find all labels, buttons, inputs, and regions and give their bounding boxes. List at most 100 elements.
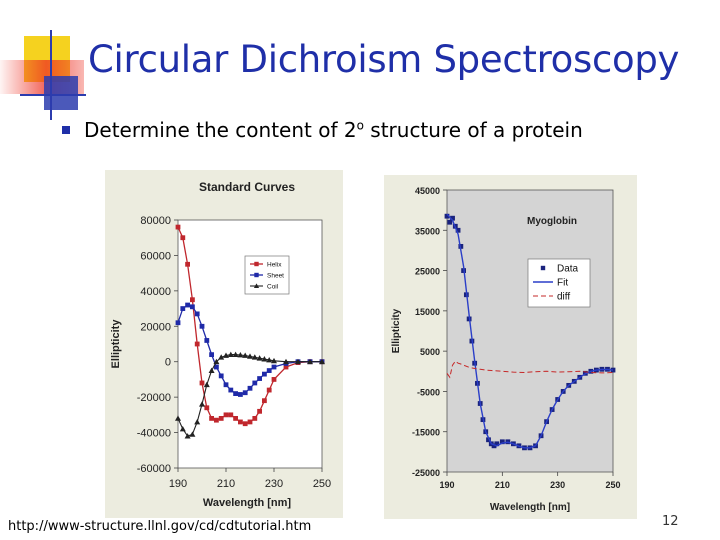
data-point-helix — [185, 261, 190, 267]
data-point-sheet — [175, 320, 181, 326]
data-point-helix — [223, 412, 229, 418]
data-point-helix — [199, 380, 205, 386]
data-point-coil — [283, 358, 289, 365]
plot-area — [446, 189, 614, 473]
y-tick-label: 5000 — [420, 347, 440, 357]
data-point-sheet — [266, 368, 272, 373]
data-point-coil — [189, 431, 196, 437]
deco-vertical-line — [50, 30, 52, 120]
x-axis-label: Wavelength [nm] — [490, 502, 570, 513]
data-point-helix — [238, 419, 243, 425]
data-point-sheet — [242, 390, 248, 396]
data-point-helix — [283, 364, 289, 370]
data-point-helix — [218, 416, 224, 421]
data-point-coil — [227, 351, 234, 358]
data-point-helix — [233, 416, 238, 421]
data-point-helix — [252, 416, 258, 421]
data-point-helix — [209, 416, 214, 421]
data-point-coil — [237, 351, 244, 358]
y-tick-label: 80000 — [140, 215, 171, 227]
data-point-coil — [251, 354, 258, 360]
standard-curves-chart: Standard Curves Wavelength [nm] Elliptic… — [105, 170, 343, 518]
x-tick-label: 190 — [169, 478, 187, 490]
legend-entry: diff — [557, 292, 570, 303]
data-point-sheet — [233, 391, 238, 396]
page-number: 12 — [662, 514, 679, 529]
data-point-coil — [179, 426, 186, 432]
y-tick-label: 15000 — [415, 307, 440, 317]
data-point-sheet — [262, 371, 267, 377]
bullet-item: Determine the content of 2o structure of… — [62, 118, 583, 142]
data-point-coil — [175, 415, 181, 421]
legend-swatch-marker — [253, 283, 260, 288]
x-tick-label: 230 — [265, 478, 283, 490]
data-point-coil — [271, 357, 277, 364]
data-point-data — [494, 441, 500, 447]
legend-entry: Data — [557, 264, 579, 275]
x-axis-label: Wavelength [nm] — [203, 497, 292, 509]
data-point-helix — [242, 421, 248, 427]
data-point-coil — [242, 352, 249, 358]
data-point-coil — [307, 358, 313, 365]
data-point-sheet — [271, 364, 277, 370]
legend-swatch-marker — [254, 272, 259, 278]
data-point-data — [450, 215, 455, 221]
y-tick-label: 45000 — [415, 186, 440, 196]
data-point-helix — [214, 417, 219, 423]
deco-horizontal-line — [20, 94, 86, 96]
myoglobin-chart: Myoglobin Wavelength [nm] Ellipticity 45… — [384, 175, 637, 519]
deco-blue-square — [44, 76, 78, 110]
y-tick-label: -25000 — [412, 468, 440, 478]
y-tick-label: 35000 — [415, 226, 440, 236]
data-point-coil — [218, 354, 225, 360]
y-tick-label: 40000 — [140, 286, 171, 298]
bullet-text: Determine the content of 2o structure of… — [84, 118, 583, 142]
data-point-coil — [223, 352, 229, 358]
data-point-coil — [266, 356, 273, 363]
data-point-data — [499, 439, 505, 445]
data-point-helix — [204, 405, 210, 411]
x-tick-label: 190 — [439, 480, 454, 490]
data-point-sheet — [199, 323, 205, 329]
data-point-coil — [261, 356, 268, 362]
data-point-sheet — [214, 364, 219, 370]
data-point-coil — [199, 401, 205, 407]
data-point-sheet — [180, 306, 186, 311]
data-point-helix — [180, 235, 186, 241]
chart-title: Myoglobin — [527, 216, 577, 227]
data-point-data — [486, 437, 491, 443]
data-point-helix — [257, 408, 262, 414]
data-point-data — [491, 443, 497, 449]
x-tick-label: 210 — [217, 478, 235, 490]
data-point-helix — [228, 412, 234, 418]
x-tick-label: 210 — [495, 480, 510, 490]
y-tick-label: 60000 — [140, 250, 171, 262]
data-point-data — [444, 213, 450, 219]
data-point-data — [455, 227, 461, 233]
data-point-coil — [213, 358, 220, 365]
series-line-diff — [446, 360, 614, 379]
x-tick-label: 250 — [605, 480, 620, 490]
data-point-coil — [184, 433, 191, 439]
y-tick-label: -5000 — [417, 387, 440, 397]
data-point-helix — [190, 297, 195, 303]
data-point-coil — [232, 351, 239, 358]
data-point-coil — [194, 418, 201, 425]
y-tick-label: 25000 — [415, 267, 440, 277]
y-tick-label: -20000 — [137, 392, 171, 404]
chart-title: Standard Curves — [199, 180, 295, 194]
data-point-helix — [175, 224, 181, 230]
data-point-sheet — [223, 382, 229, 388]
legend-box — [527, 258, 591, 308]
data-point-sheet — [218, 373, 224, 379]
data-point-sheet — [190, 304, 195, 310]
legend-swatch-marker — [254, 261, 259, 267]
y-axis-label: Ellipticity — [391, 308, 402, 353]
x-tick-label: 230 — [550, 480, 565, 490]
legend-entry: Helix — [267, 261, 282, 268]
data-point-coil — [247, 353, 253, 359]
data-point-sheet — [238, 392, 243, 397]
y-tick-label: -15000 — [412, 428, 440, 438]
data-point-helix — [247, 419, 253, 425]
source-link[interactable]: http://www-structure.llnl.gov/cd/cdtutor… — [8, 519, 312, 534]
